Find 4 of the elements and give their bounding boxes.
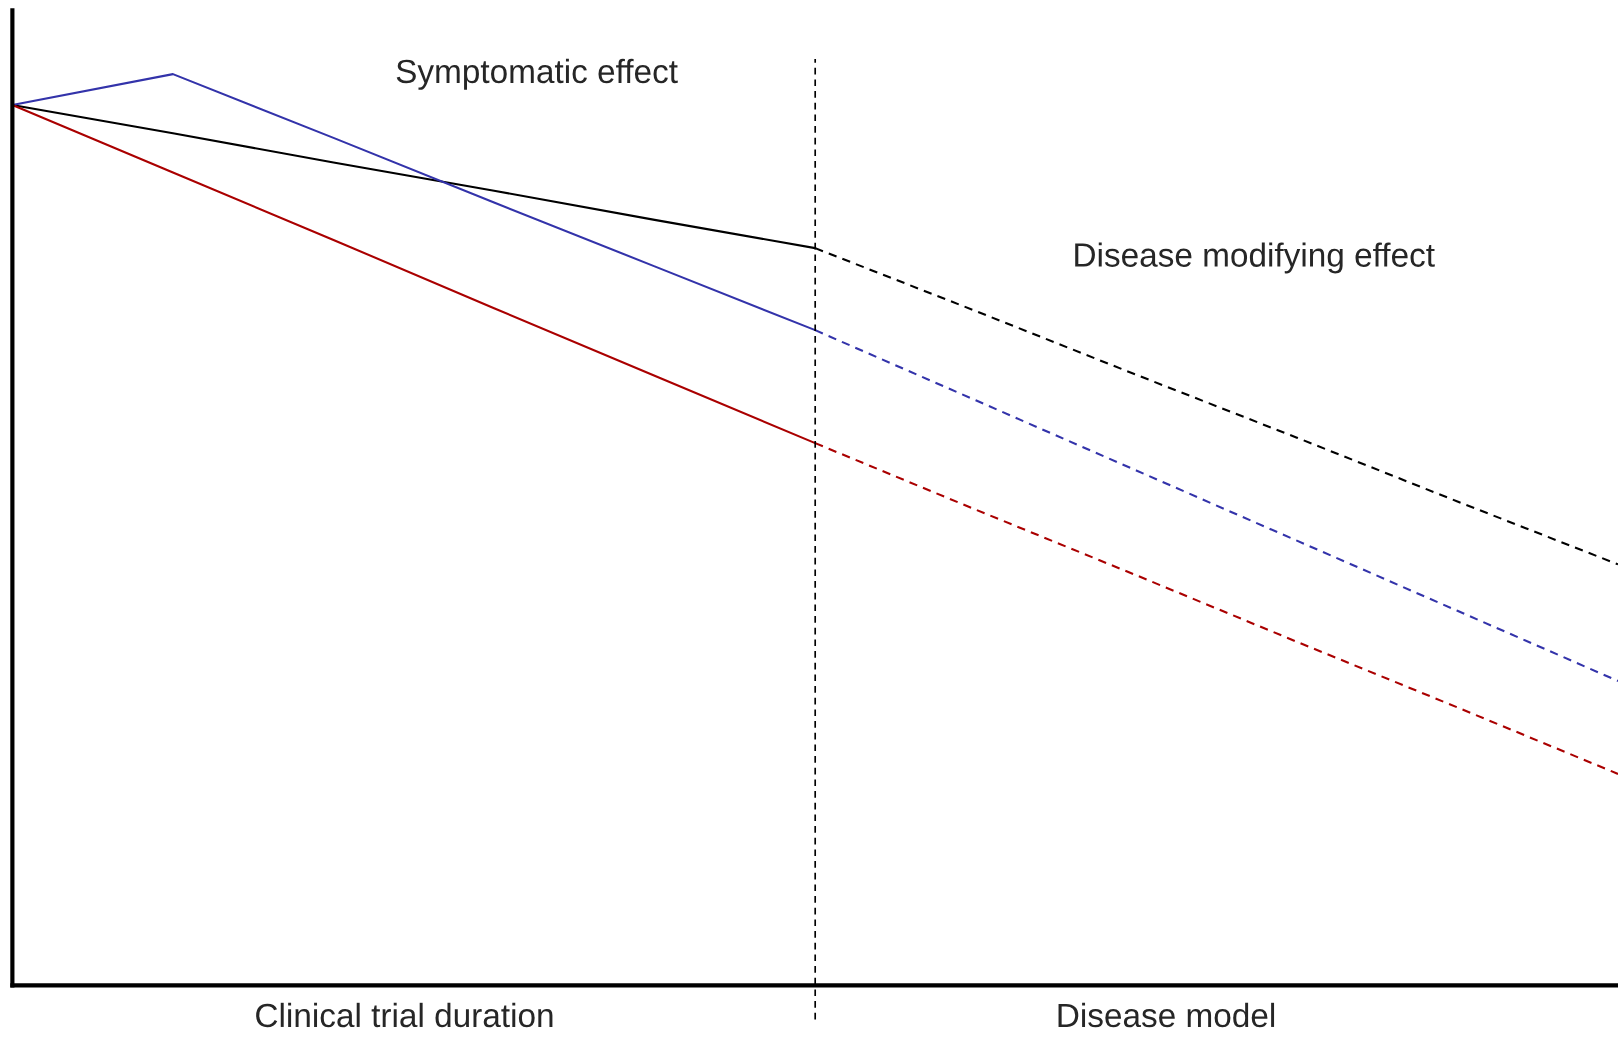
text: Disease model bbox=[1058, 1002, 1275, 1028]
annotation: Disease modifying effect bbox=[1075, 242, 1435, 274]
annotation: Symptomatic effect bbox=[396, 58, 678, 90]
text: Clinical trial duration bbox=[256, 1002, 553, 1028]
